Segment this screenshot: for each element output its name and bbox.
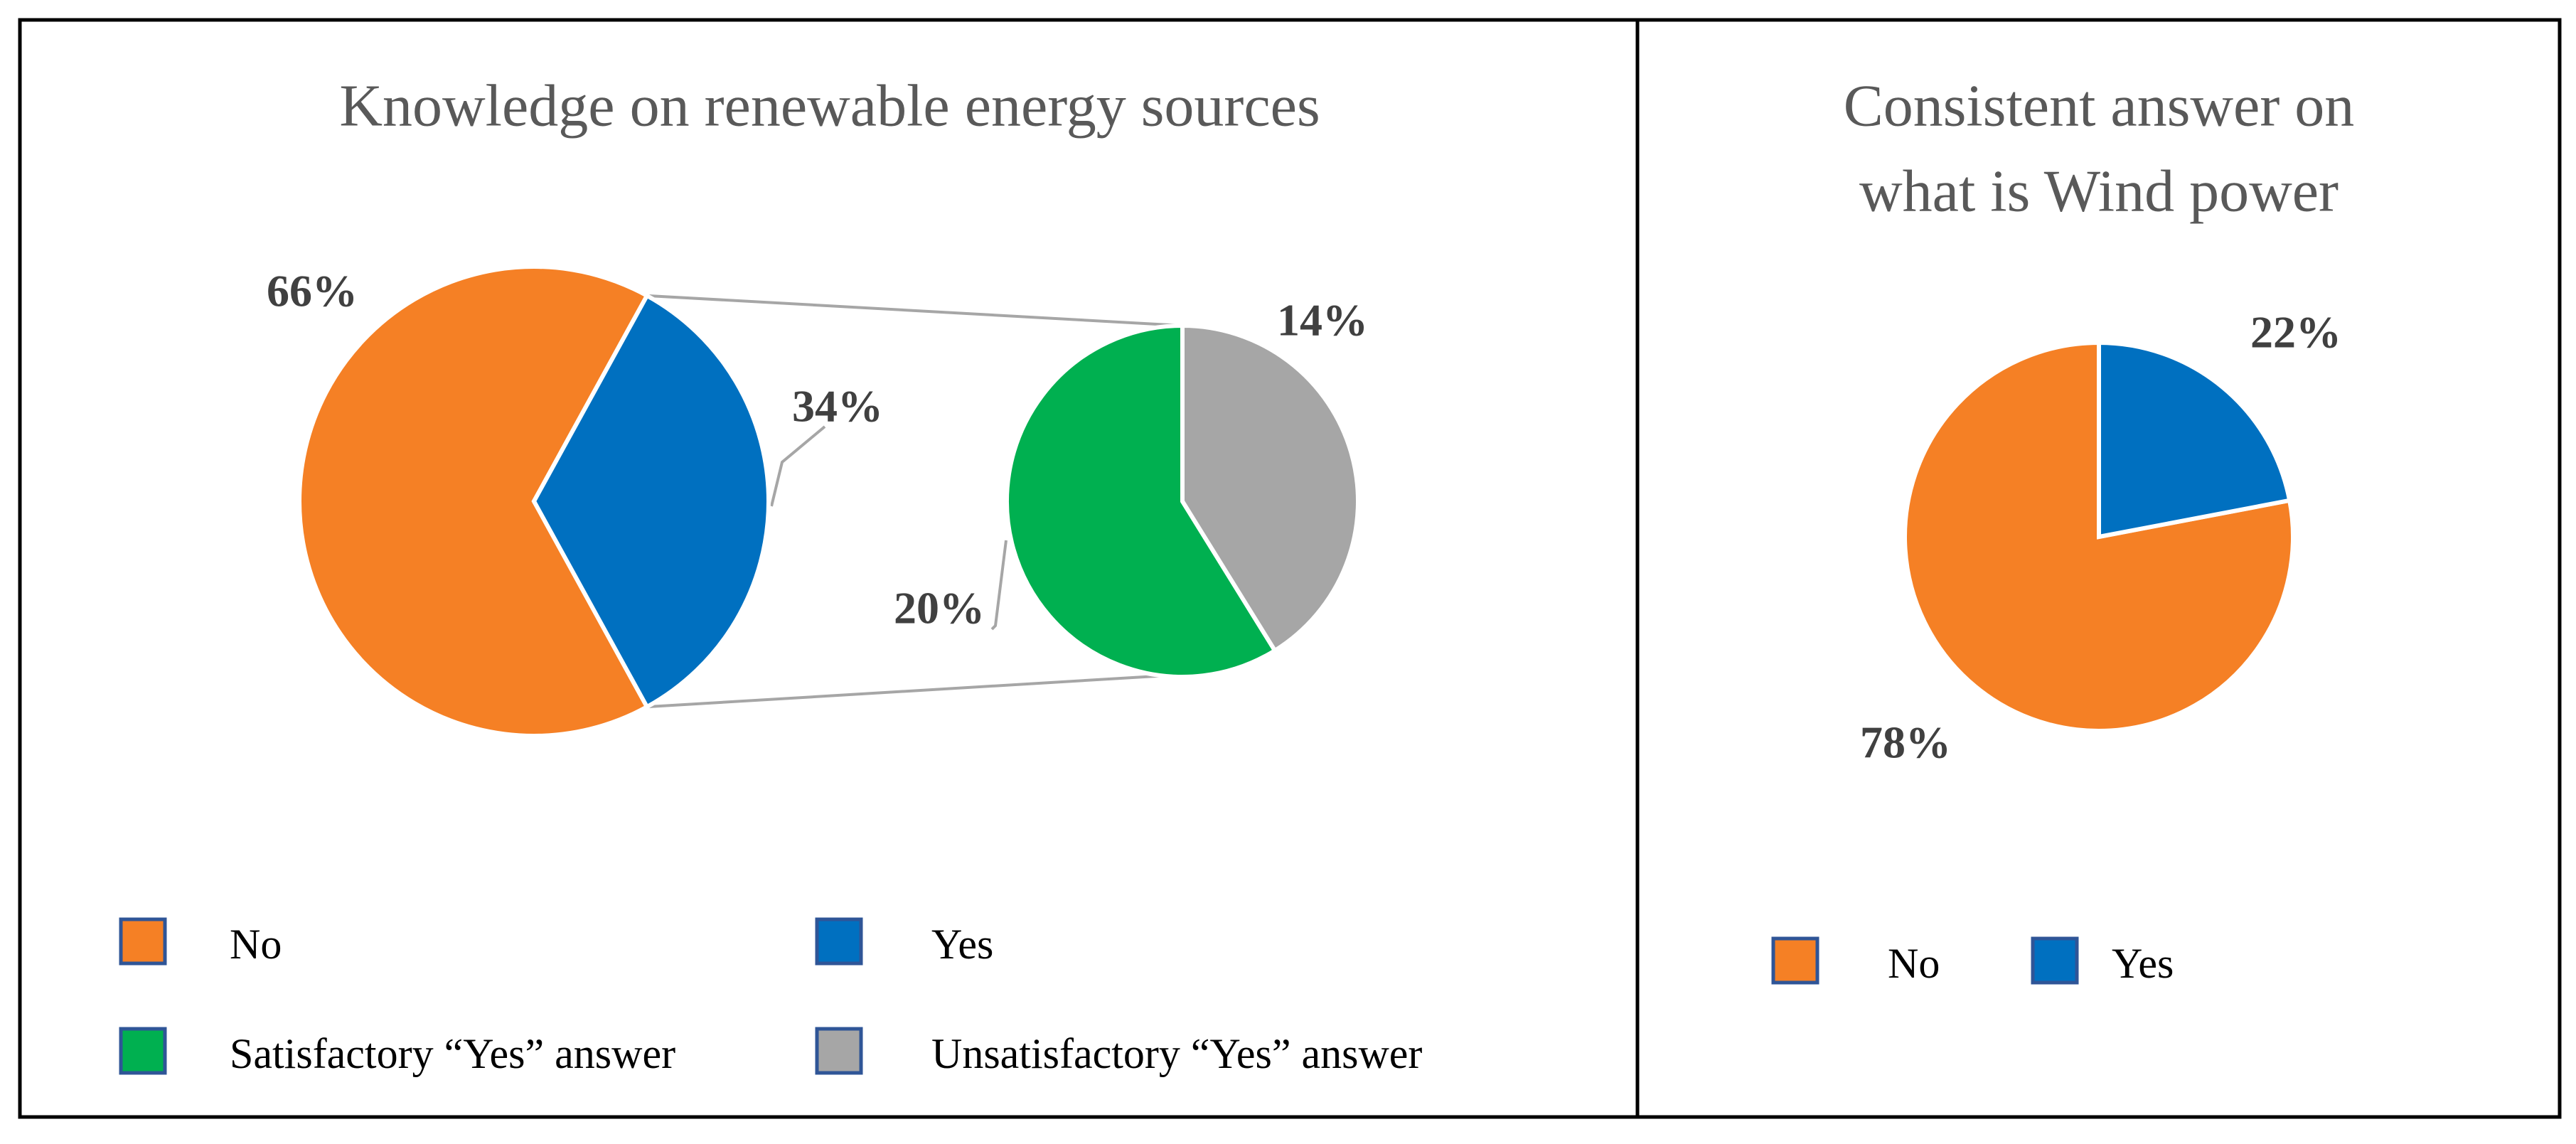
pie-slice (2097, 340, 2292, 540)
chart-title: what is Wind power (1859, 158, 2339, 224)
legend-swatch (119, 917, 167, 966)
data-label: 14% (1277, 295, 1368, 346)
pie-slice (1903, 340, 2295, 733)
leader-line (990, 540, 1008, 631)
data-label: 66% (267, 266, 358, 316)
pie-slice (531, 292, 771, 710)
data-label: 34% (792, 381, 883, 432)
legend-swatch (2031, 936, 2079, 985)
legend-swatch (119, 1027, 167, 1075)
legend-swatch (1771, 936, 1819, 985)
legend-label: Yes (2112, 940, 2174, 987)
data-label: 20% (894, 583, 985, 634)
data-label: 78% (1860, 717, 1951, 768)
leader-line (770, 425, 826, 507)
pie-slice (297, 264, 651, 738)
frame (18, 18, 2562, 1119)
chart-title: Knowledge on renewable energy sources (339, 73, 1320, 139)
pie-slice (1180, 323, 1360, 654)
connector-line (646, 294, 1183, 327)
legend-label: Yes (931, 921, 993, 968)
legend-swatch (815, 917, 863, 966)
legend-label: Unsatisfactory “Yes” answer (931, 1030, 1422, 1077)
legend-label: No (230, 921, 282, 968)
data-label: 22% (2250, 307, 2341, 358)
legend-swatch (815, 1027, 863, 1075)
pie-slice (1005, 323, 1278, 679)
chart-title: Consistent answer on (1844, 73, 2355, 139)
connector-line (646, 674, 1169, 709)
legend-label: No (1888, 940, 1940, 987)
legend-label: Satisfactory “Yes” answer (230, 1030, 675, 1077)
